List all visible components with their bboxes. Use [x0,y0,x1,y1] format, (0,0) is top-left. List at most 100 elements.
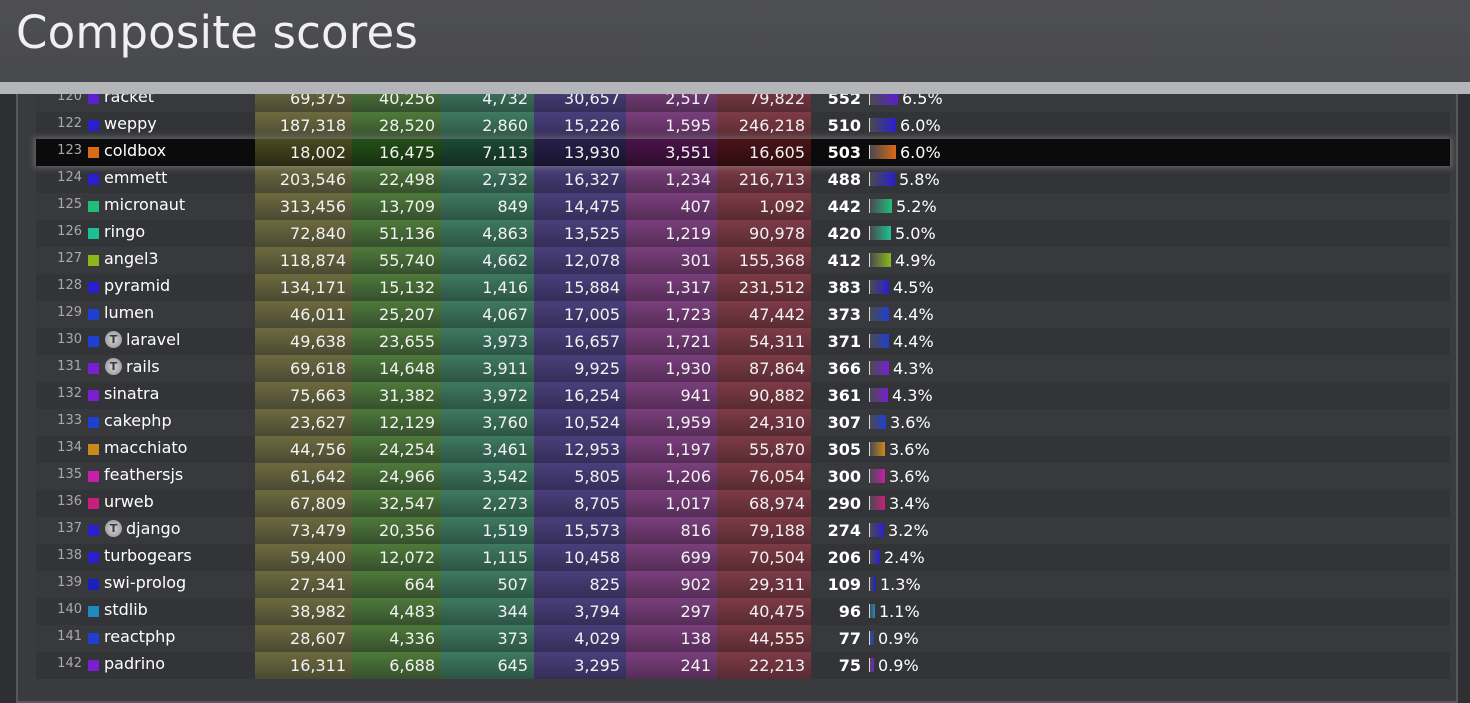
rank-number: 122 [57,116,82,131]
table-row[interactable]: 139 swi-prolog 27,341 664 507 825 902 29,311 109… [36,571,1450,598]
metric-cell-4: 16,254 [534,382,626,409]
score-percent: 1.1% [879,602,920,621]
metric-cell-5: 2,517 [626,90,717,112]
framework-name[interactable]: pyramid [104,276,171,295]
metric-cell-3: 3,911 [441,355,534,382]
metric-cell-4: 825 [534,571,626,598]
metric-cell-4: 10,458 [534,544,626,571]
score-bar [869,172,895,186]
table-row[interactable]: 142 padrino 16,311 6,688 645 3,295 241 22,213 75… [36,652,1450,679]
table-row[interactable]: 134 macchiato 44,756 24,254 3,461 12,953 1,197… [36,436,1450,463]
framework-name[interactable]: padrino [104,654,166,673]
framework-name[interactable]: swi-prolog [104,573,187,592]
framework-name[interactable]: laravel [126,330,181,349]
metric-cell-1: 203,546 [255,166,352,193]
language-color-swatch [88,471,99,482]
framework-name[interactable]: rails [126,357,160,376]
language-color-swatch [88,660,99,671]
composite-score: 75 [838,656,861,675]
framework-name[interactable]: cakephp [104,411,172,430]
rank-number: 123 [57,143,82,158]
table-row[interactable]: 122 weppy 187,318 28,520 2,860 15,226 1,595 246… [36,112,1450,139]
metric-cell-2: 20,356 [352,517,441,544]
metric-cell-4: 3,295 [534,652,626,679]
score-bar [869,496,885,510]
score-bar [869,658,874,672]
metric-cell-5: 138 [626,625,717,652]
rank-number: 136 [57,494,82,509]
composite-score: 488 [827,170,861,189]
table-row[interactable]: 136 urweb 67,809 32,547 2,273 8,705 1,017 68,97… [36,490,1450,517]
language-color-swatch [88,606,99,617]
framework-name[interactable]: emmett [104,168,168,187]
top-tier-badge-icon: T [105,358,122,375]
framework-name[interactable]: reactphp [104,627,176,646]
metric-cell-6: 55,870 [717,436,811,463]
metric-cell-2: 22,498 [352,166,441,193]
framework-name[interactable]: turbogears [104,546,192,565]
scores-table-panel[interactable]: 120 racket 69,375 40,256 4,732 30,657 2,517 79,… [16,90,1458,703]
metric-cell-4: 17,005 [534,301,626,328]
table-row[interactable]: 126 ringo 72,840 51,136 4,863 13,525 1,219 90,9… [36,220,1450,247]
table-row[interactable]: 128 pyramid 134,171 15,132 1,416 15,884 1,317 2… [36,274,1450,301]
score-bar [869,550,880,564]
table-row[interactable]: 138 turbogears 59,400 12,072 1,115 10,458 699 7… [36,544,1450,571]
framework-name[interactable]: micronaut [104,195,186,214]
metric-cell-1: 134,171 [255,274,352,301]
metric-cell-2: 13,709 [352,193,441,220]
language-color-swatch [88,498,99,509]
metric-cell-3: 1,416 [441,274,534,301]
framework-name[interactable]: macchiato [104,438,188,457]
framework-name[interactable]: weppy [104,114,157,133]
metric-cell-4: 8,705 [534,490,626,517]
header-divider [0,82,1470,94]
framework-name[interactable]: ringo [104,222,146,241]
composite-score: 503 [827,143,861,162]
table-row[interactable]: 124 emmett 203,546 22,498 2,732 16,327 1,234 21… [36,166,1450,193]
score-percent: 4.4% [893,305,934,324]
framework-name[interactable]: stdlib [104,600,148,619]
table-row[interactable]: 141 reactphp 28,607 4,336 373 4,029 138 44,555 7… [36,625,1450,652]
table-row[interactable]: 120 racket 69,375 40,256 4,732 30,657 2,517 79,… [36,90,1450,112]
framework-name[interactable]: sinatra [104,384,160,403]
metric-cell-5: 1,317 [626,274,717,301]
framework-name[interactable]: angel3 [104,249,159,268]
table-row[interactable]: 132 sinatra 75,663 31,382 3,972 16,254 941 90,8… [36,382,1450,409]
table-row-highlighted[interactable]: 123 coldbox 18,002 16,475 7,113 13,930 3,551 16… [36,139,1450,166]
framework-name[interactable]: feathersjs [104,465,184,484]
metric-cell-4: 30,657 [534,90,626,112]
composite-score: 77 [838,629,861,648]
composite-score: 552 [827,90,861,108]
metric-cell-5: 1,723 [626,301,717,328]
table-row[interactable]: 135 feathersjs 61,642 24,966 3,542 5,805 1,206… [36,463,1450,490]
table-row[interactable]: 140 stdlib 38,982 4,483 344 3,794 297 40,475 96 1… [36,598,1450,625]
metric-cell-6: 29,311 [717,571,811,598]
composite-score: 206 [827,548,861,567]
metric-cell-3: 3,760 [441,409,534,436]
rank-number: 128 [57,278,82,293]
table-row[interactable]: 133 cakephp 23,627 12,129 3,760 10,524 1,959 24… [36,409,1450,436]
rank-number: 132 [57,386,82,401]
table-row[interactable]: 125 micronaut 313,456 13,709 849 14,475 407 1,0… [36,193,1450,220]
score-bar [869,388,888,402]
metric-cell-5: 1,721 [626,328,717,355]
composite-score: 305 [827,440,861,459]
metric-cell-5: 241 [626,652,717,679]
metric-cell-5: 816 [626,517,717,544]
metric-cell-4: 5,805 [534,463,626,490]
framework-name[interactable]: lumen [104,303,155,322]
metric-cell-6: 76,054 [717,463,811,490]
rank-number: 135 [57,467,82,482]
table-row[interactable]: 127 angel3 118,874 55,740 4,662 12,078 301 155,… [36,247,1450,274]
framework-name[interactable]: urweb [104,492,154,511]
table-row[interactable]: 129 lumen 46,011 25,207 4,067 17,005 1,723 47,4… [36,301,1450,328]
language-color-swatch [88,93,99,104]
framework-name[interactable]: coldbox [104,141,167,160]
metric-cell-4: 15,884 [534,274,626,301]
framework-name[interactable]: racket [104,90,154,106]
rank-number: 125 [57,197,82,212]
framework-name[interactable]: django [126,519,181,538]
